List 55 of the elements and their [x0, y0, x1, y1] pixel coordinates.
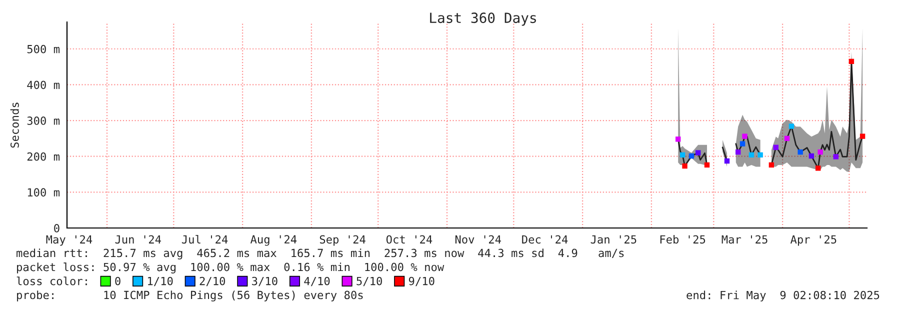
legend-label: 2/10 — [200, 276, 226, 286]
point — [696, 150, 701, 156]
y-tick-label: 200 m — [27, 152, 60, 161]
legend-title: loss color: — [16, 276, 87, 286]
y-tick-label: 500 m — [27, 44, 60, 54]
point — [848, 58, 854, 64]
chart-title: Last 360 Days — [430, 12, 536, 26]
point — [688, 153, 694, 159]
point — [676, 136, 681, 142]
point — [773, 144, 778, 150]
x-tick-label: May '24 — [46, 235, 92, 246]
point — [740, 141, 746, 146]
x-tick-label: Jun '24 — [115, 235, 161, 244]
point — [736, 149, 741, 155]
point — [748, 152, 754, 158]
x-tick-label: Feb '25 — [660, 235, 706, 244]
x-tick-label: Jan '25 — [590, 235, 636, 244]
y-tick-label: 0 — [54, 224, 60, 232]
text: probe: 10 ICMP Echo Pings (56 Bytes) every 80s — [17, 290, 363, 302]
legend-label: 3/10 — [252, 276, 278, 286]
legend-label: 1/10 — [148, 276, 173, 286]
point — [704, 162, 710, 168]
x-tick-label: Apr '25 — [790, 235, 836, 246]
x-tick-label: Dec '24 — [522, 235, 568, 244]
text: end: Fri May 9 02:08:10 2025 — [686, 290, 880, 302]
point — [833, 154, 838, 160]
x-tick-label: Sep '24 — [320, 235, 366, 246]
point — [808, 153, 814, 159]
point — [818, 149, 823, 155]
legend-label: 9/10 — [408, 276, 434, 286]
legend-label: 5/10 — [356, 276, 382, 286]
text: median rtt: 215.7 ms avg 465.2 ms max 165.7 ms min 257.3 ms now 44.3 ms sd 4.9 am/s — [16, 248, 624, 260]
legend-label: 4/10 — [304, 276, 330, 286]
point — [816, 166, 821, 171]
y-tick-label: 400 m — [27, 80, 60, 90]
point — [788, 124, 794, 129]
legend-label: 0 — [115, 276, 120, 286]
point — [758, 152, 763, 158]
point — [860, 134, 866, 139]
y-tick-label: 300 m — [27, 116, 60, 125]
x-tick-label: Nov '24 — [455, 235, 501, 244]
x-tick-label: Mar '25 — [722, 235, 768, 244]
x-tick-label: Aug '24 — [250, 235, 297, 246]
point — [784, 136, 790, 142]
point — [682, 163, 688, 169]
point — [724, 158, 730, 164]
x-tick-label: Oct '24 — [386, 235, 432, 244]
point — [768, 162, 774, 168]
x-tick-label: Jul '24 — [182, 234, 228, 244]
y-tick-label: 100 m — [28, 188, 60, 197]
y-axis-title: Seconds — [10, 102, 19, 148]
point — [742, 134, 748, 139]
point — [680, 152, 686, 158]
text: packet loss: 50.97 % avg 100.00 % max 0.16 % min 100.00 % now — [17, 262, 444, 274]
point — [798, 149, 803, 155]
